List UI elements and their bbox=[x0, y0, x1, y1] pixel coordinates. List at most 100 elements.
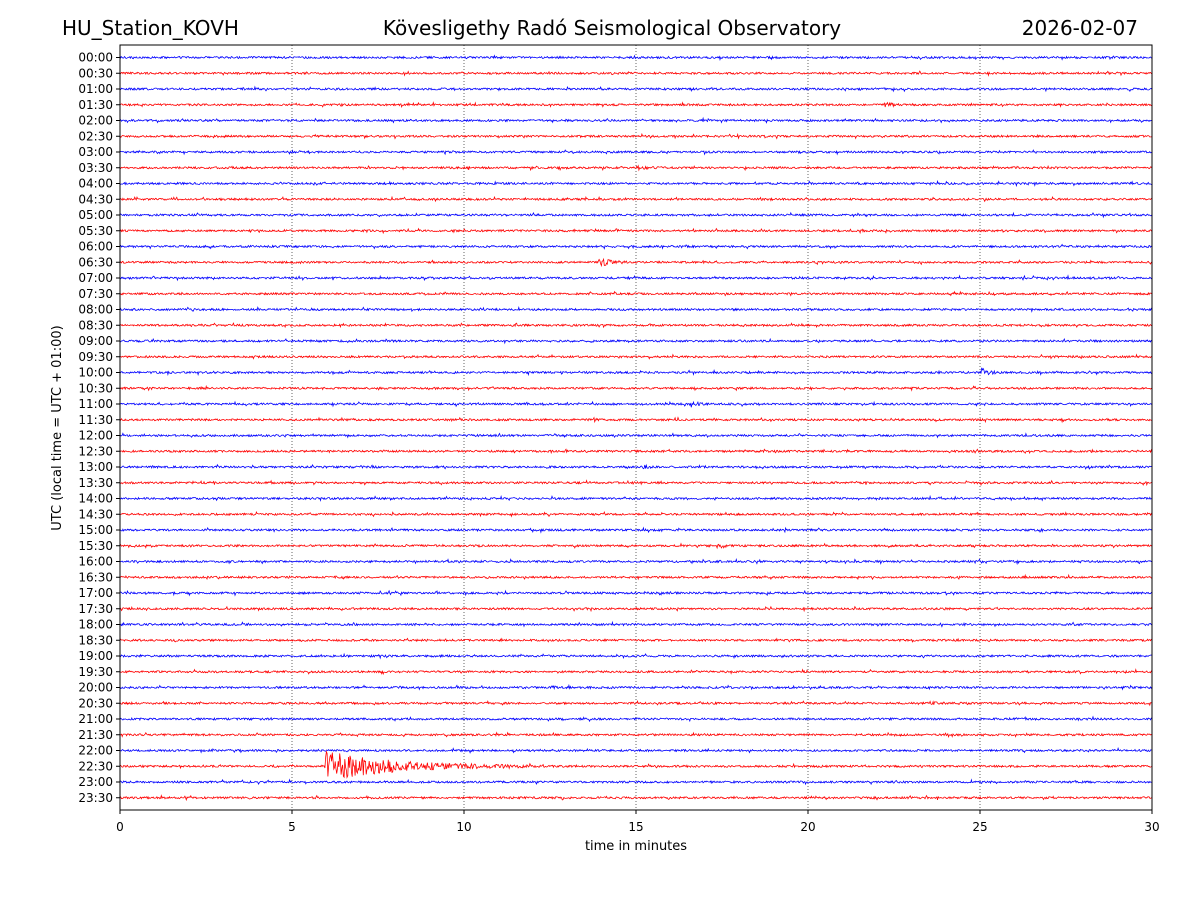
y-tick-label: 15:30 bbox=[78, 539, 113, 553]
trace-0430 bbox=[119, 195, 1153, 203]
y-tick-label: 17:00 bbox=[78, 586, 113, 600]
trace-2030 bbox=[120, 700, 1153, 707]
x-axis-label: time in minutes bbox=[585, 839, 687, 854]
y-tick-label: 08:00 bbox=[78, 303, 113, 317]
trace-1030 bbox=[119, 384, 1153, 392]
y-tick-label: 01:30 bbox=[78, 98, 113, 112]
trace-0230 bbox=[119, 132, 1153, 140]
trace-0600 bbox=[119, 243, 1153, 250]
trace-1230 bbox=[119, 448, 1153, 455]
trace-1200 bbox=[119, 432, 1153, 439]
x-tick-label: 25 bbox=[972, 820, 987, 834]
trace-0800 bbox=[119, 305, 1153, 313]
y-tick-label: 13:00 bbox=[78, 460, 113, 474]
y-tick-label: 21:00 bbox=[78, 712, 113, 726]
chart-date: 2026-02-07 bbox=[1022, 16, 1138, 40]
trace-0100 bbox=[119, 85, 1153, 93]
y-tick-label: 16:00 bbox=[78, 555, 113, 569]
trace-2100 bbox=[119, 715, 1153, 723]
y-tick-label: 20:30 bbox=[78, 696, 113, 710]
trace-0630 bbox=[119, 257, 1153, 268]
y-tick-label: 09:30 bbox=[78, 350, 113, 364]
y-tick-label: 07:00 bbox=[78, 271, 113, 285]
y-tick-label: 04:30 bbox=[78, 192, 113, 206]
y-tick-label: 23:00 bbox=[78, 775, 113, 789]
trace-0500 bbox=[119, 211, 1153, 219]
trace-1730 bbox=[119, 605, 1153, 613]
y-tick-label: 00:00 bbox=[78, 51, 113, 65]
trace-1930 bbox=[119, 668, 1153, 676]
y-tick-label: 14:30 bbox=[78, 507, 113, 521]
y-axis-label: UTC (local time = UTC + 01:00) bbox=[50, 325, 65, 530]
y-tick-label: 17:30 bbox=[78, 602, 113, 616]
y-tick-label: 22:30 bbox=[78, 759, 113, 773]
trace-1400 bbox=[119, 494, 1153, 502]
trace-1530 bbox=[119, 542, 1153, 550]
y-tick-label: 16:30 bbox=[78, 570, 113, 584]
y-tick-label: 12:00 bbox=[78, 429, 113, 443]
y-tick-label: 11:30 bbox=[78, 413, 113, 427]
y-tick-label: 09:00 bbox=[78, 334, 113, 348]
trace-1100 bbox=[119, 400, 1153, 408]
y-tick-label: 14:00 bbox=[78, 492, 113, 506]
y-tick-label: 12:30 bbox=[78, 444, 113, 458]
trace-0200 bbox=[119, 116, 1153, 124]
x-tick-label: 15 bbox=[628, 820, 643, 834]
plot-frame bbox=[119, 44, 1153, 811]
trace-0330 bbox=[119, 164, 1153, 172]
y-tick-label: 18:00 bbox=[78, 618, 113, 632]
chart-title: Kövesligethy Radó Seismological Observat… bbox=[383, 16, 841, 40]
y-tick-label: 19:30 bbox=[78, 665, 113, 679]
trace-0030 bbox=[119, 70, 1153, 77]
trace-1800 bbox=[119, 620, 1153, 628]
trace-group bbox=[119, 54, 1153, 802]
y-tick-label: 21:30 bbox=[78, 728, 113, 742]
trace-0530 bbox=[119, 227, 1153, 235]
trace-2230 bbox=[120, 750, 1153, 779]
y-tick-label: 07:30 bbox=[78, 287, 113, 301]
trace-1600 bbox=[119, 558, 1152, 566]
x-tick-label: 30 bbox=[1144, 820, 1159, 834]
y-tick-label: 11:00 bbox=[78, 397, 113, 411]
y-tick-label: 10:30 bbox=[78, 381, 113, 395]
trace-2200 bbox=[119, 747, 1153, 754]
trace-1900 bbox=[119, 652, 1153, 660]
y-tick-label: 01:00 bbox=[78, 82, 113, 96]
x-tick-label: 5 bbox=[288, 820, 296, 834]
y-tick-label: 08:30 bbox=[78, 318, 113, 332]
trace-1700 bbox=[119, 589, 1153, 597]
y-tick-label: 05:00 bbox=[78, 208, 113, 222]
trace-1430 bbox=[119, 510, 1153, 518]
trace-0300 bbox=[119, 149, 1153, 156]
x-axis-ticks: 0 5 10 15 20 25 30 bbox=[116, 810, 1160, 834]
trace-2000 bbox=[119, 683, 1153, 691]
station-name: HU_Station_KOVH bbox=[62, 16, 239, 40]
y-tick-label: 18:30 bbox=[78, 633, 113, 647]
x-tick-label: 10 bbox=[456, 820, 471, 834]
y-tick-label: 15:00 bbox=[78, 523, 113, 537]
y-tick-label: 23:30 bbox=[78, 791, 113, 805]
trace-1130 bbox=[119, 416, 1153, 424]
trace-0830 bbox=[119, 322, 1153, 329]
y-tick-label: 19:00 bbox=[78, 649, 113, 663]
y-tick-label: 06:30 bbox=[78, 255, 113, 269]
y-tick-label: 02:00 bbox=[78, 114, 113, 128]
trace-1630 bbox=[119, 573, 1153, 581]
trace-1830 bbox=[119, 637, 1153, 643]
y-tick-label: 02:30 bbox=[78, 129, 113, 143]
y-tick-label: 20:00 bbox=[78, 681, 113, 695]
trace-0400 bbox=[119, 179, 1153, 188]
trace-1330 bbox=[119, 479, 1153, 487]
trace-0000 bbox=[119, 54, 1153, 62]
trace-0930 bbox=[119, 353, 1153, 360]
trace-0730 bbox=[119, 290, 1153, 297]
y-tick-label: 05:30 bbox=[78, 224, 113, 238]
y-tick-label: 22:00 bbox=[78, 744, 113, 758]
y-tick-label: 06:00 bbox=[78, 240, 113, 254]
x-tick-label: 20 bbox=[800, 820, 815, 834]
trace-0130 bbox=[119, 101, 1153, 108]
y-tick-label: 04:00 bbox=[78, 177, 113, 191]
y-tick-label: 13:30 bbox=[78, 476, 113, 490]
trace-1000 bbox=[119, 367, 1153, 377]
